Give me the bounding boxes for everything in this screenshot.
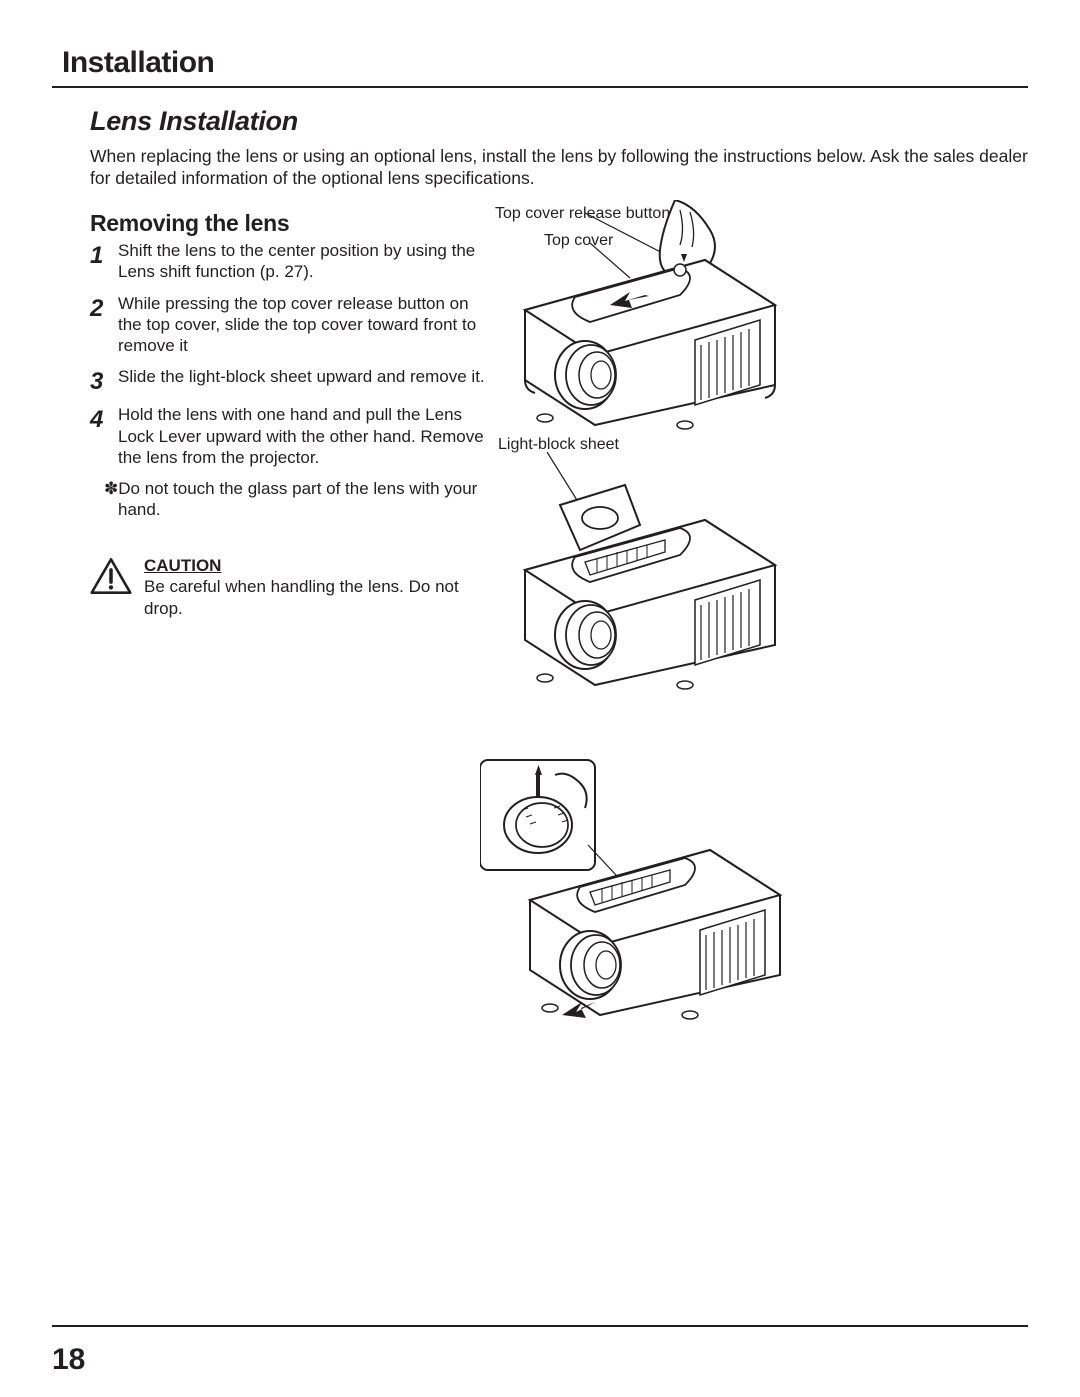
step-number: 3 <box>90 366 118 394</box>
warning-triangle-icon <box>90 557 132 595</box>
caution-text: CAUTION Be careful when handling the len… <box>144 555 470 619</box>
step-text: While pressing the top cover release but… <box>118 293 490 357</box>
removing-lens-title: Removing the lens <box>90 210 289 237</box>
removing-steps: 1 Shift the lens to the center position … <box>90 240 490 521</box>
illustration-lens-removal <box>480 750 800 1020</box>
section-title: Installation <box>62 46 214 80</box>
intro-paragraph: When replacing the lens or using an opti… <box>90 146 1028 190</box>
step-1: 1 Shift the lens to the center position … <box>90 240 490 283</box>
caution-block: CAUTION Be careful when handling the len… <box>90 555 470 619</box>
step-2: 2 While pressing the top cover release b… <box>90 293 490 357</box>
step-number: 2 <box>90 293 118 321</box>
step-number: 1 <box>90 240 118 268</box>
caution-body: Be careful when handling the lens. Do no… <box>144 577 459 617</box>
step-text: Hold the lens with one hand and pull the… <box>118 404 490 468</box>
top-rule <box>52 86 1028 88</box>
page-number: 18 <box>52 1343 85 1377</box>
step-4-note: ✽Do not touch the glass part of the lens… <box>90 478 490 521</box>
illustration-top-cover <box>505 200 795 430</box>
caution-heading: CAUTION <box>144 555 470 576</box>
bottom-rule <box>52 1325 1028 1327</box>
step-number: 4 <box>90 404 118 432</box>
step-text: Shift the lens to the center position by… <box>118 240 490 283</box>
step-text: Slide the light-block sheet upward and r… <box>118 366 485 387</box>
illustration-light-block <box>505 450 795 690</box>
step-4: 4 Hold the lens with one hand and pull t… <box>90 404 490 468</box>
lens-installation-title: Lens Installation <box>90 106 298 137</box>
step-3: 3 Slide the light-block sheet upward and… <box>90 366 490 394</box>
